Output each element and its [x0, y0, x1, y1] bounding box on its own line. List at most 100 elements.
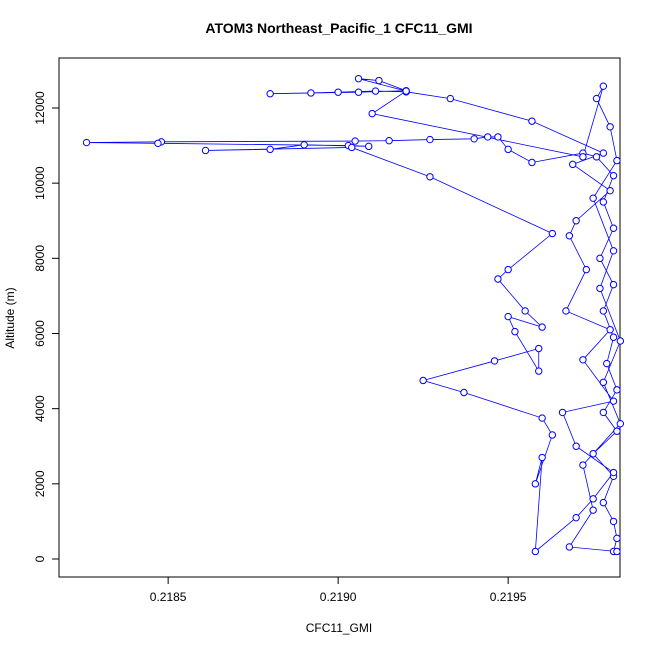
data-point: [579, 461, 587, 469]
data-point: [589, 506, 597, 514]
data-point: [538, 323, 546, 331]
data-point: [572, 217, 580, 225]
data-point: [558, 408, 567, 417]
data-point: [426, 173, 434, 181]
data-point: [371, 87, 380, 95]
data-point: [616, 419, 625, 428]
data-point: [365, 142, 373, 151]
data-point: [375, 76, 383, 85]
data-point: [446, 94, 455, 103]
data-point: [548, 229, 557, 238]
data-point: [589, 495, 597, 503]
data-point: [589, 450, 597, 458]
data-point: [569, 160, 577, 169]
data-point: [613, 427, 621, 435]
data-point: [609, 517, 618, 526]
data-point: [334, 88, 342, 96]
data-point: [613, 547, 621, 556]
data-point: [599, 82, 608, 90]
y-tick-label: 10000: [33, 166, 47, 200]
data-point: [589, 194, 597, 202]
y-tick-label: 0: [33, 555, 47, 562]
data-point: [582, 265, 591, 274]
y-tick-label: 12000: [33, 91, 47, 125]
data-point: [154, 139, 162, 148]
data-point: [266, 145, 274, 154]
y-tick-label: 2000: [33, 470, 47, 497]
data-point: [470, 135, 478, 143]
data-point: [531, 547, 540, 556]
data-point: [579, 356, 587, 364]
data-point: [535, 367, 543, 375]
data-point: [616, 337, 625, 345]
data-point: [531, 480, 540, 488]
data-point: [521, 307, 529, 315]
data-point: [385, 136, 393, 145]
x-tick-label: 0.2195: [490, 590, 527, 604]
data-point: [592, 94, 601, 103]
data-point: [565, 543, 574, 551]
x-axis-label: CFC11_GMI: [306, 621, 372, 635]
data-point: [609, 247, 618, 255]
data-point: [613, 156, 621, 165]
data-point: [82, 138, 91, 147]
x-tick-label: 0.2190: [320, 590, 357, 604]
data-point: [300, 141, 308, 149]
data-point: [538, 414, 546, 422]
data-point: [460, 388, 468, 397]
y-axis-label: Altitude (m): [3, 287, 17, 348]
data-point: [599, 378, 608, 387]
data-point: [603, 359, 611, 368]
data-point: [494, 275, 502, 283]
data-point: [599, 408, 608, 417]
data-point: [490, 357, 499, 365]
chart-title: ATOM3 Northeast_Pacific_1 CFC11_GMI: [205, 20, 472, 36]
data-point: [504, 145, 512, 154]
data-point: [354, 88, 363, 96]
data-point: [201, 146, 210, 155]
data-point: [596, 284, 604, 293]
y-tick-label: 4000: [33, 395, 47, 422]
data-point: [609, 468, 618, 477]
x-tick-label: 0.2185: [150, 590, 187, 604]
data-point: [266, 90, 274, 98]
data-point: [609, 280, 618, 289]
data-point: [402, 87, 410, 95]
data-point: [426, 135, 434, 144]
data-point: [599, 307, 608, 315]
data-point: [494, 133, 502, 141]
data-point: [348, 143, 356, 152]
data-point: [606, 186, 614, 195]
data-point: [609, 397, 618, 405]
data-point: [307, 89, 315, 97]
data-point: [504, 265, 512, 274]
data-point: [596, 254, 604, 263]
data-point: [599, 498, 608, 507]
data-point: [592, 153, 601, 161]
plot-frame: [58, 57, 621, 578]
y-tick-label: 8000: [33, 245, 47, 272]
data-point: [368, 109, 376, 118]
data-point: [609, 333, 618, 341]
data-point: [606, 326, 614, 334]
data-point: [535, 344, 543, 353]
data-point: [504, 312, 512, 321]
data-point: [528, 158, 536, 167]
data-point: [579, 153, 587, 161]
data-point: [572, 442, 580, 450]
data-point: [419, 376, 427, 385]
data-point: [572, 513, 580, 522]
data-point: [511, 327, 519, 336]
data-point: [609, 224, 618, 232]
data-point: [599, 198, 608, 206]
data-point: [613, 386, 621, 394]
data-point: [565, 232, 574, 240]
data-point: [538, 453, 546, 462]
data-point: [484, 133, 492, 141]
data-point: [562, 307, 570, 315]
data-point: [528, 117, 536, 125]
data-point: [354, 74, 363, 83]
y-tick-label: 6000: [33, 320, 47, 347]
data-point: [609, 171, 618, 180]
